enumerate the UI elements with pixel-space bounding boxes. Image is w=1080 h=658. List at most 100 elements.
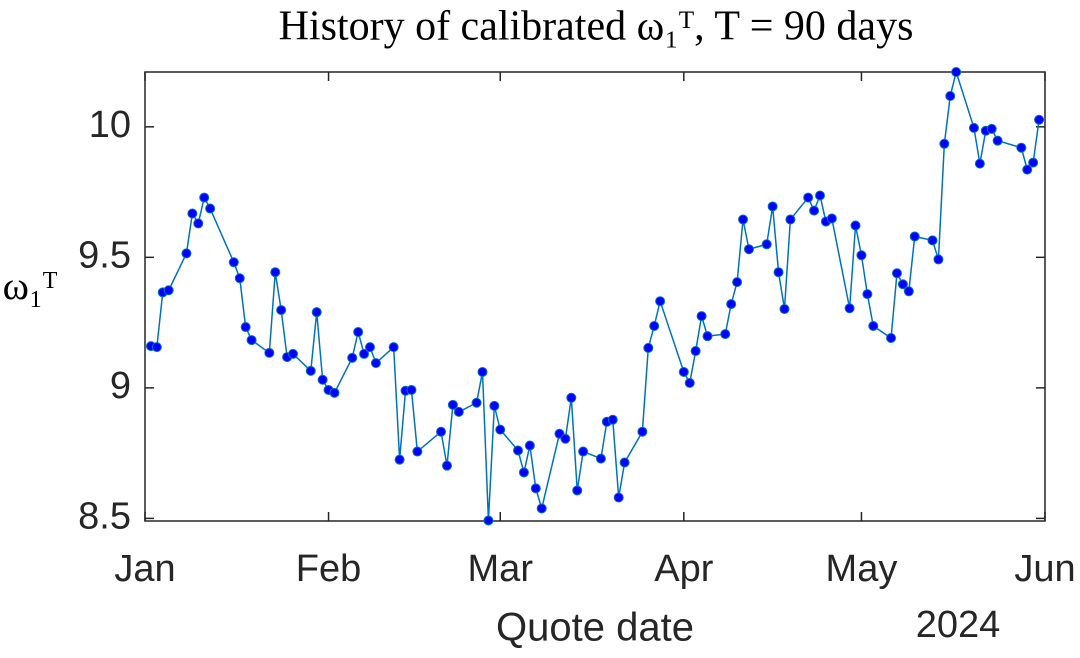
data-point (199, 192, 210, 203)
data-point (453, 406, 464, 417)
data-point (992, 135, 1003, 146)
data-point (151, 342, 162, 353)
y-tick-label: 9.5 (78, 234, 131, 276)
data-point (365, 342, 375, 353)
data-point (181, 248, 192, 259)
data-point (720, 329, 731, 340)
data-point (560, 433, 571, 444)
data-point (317, 374, 328, 385)
data-point (856, 250, 867, 261)
data-point (234, 273, 245, 284)
data-point (815, 190, 825, 201)
data-point (228, 257, 239, 268)
data-point (329, 387, 340, 398)
data-point (436, 426, 447, 437)
data-point (288, 348, 299, 359)
data-point (927, 235, 938, 246)
data-point (607, 414, 618, 425)
x-tick-label: Feb (296, 548, 361, 590)
data-point (767, 201, 778, 212)
data-point (566, 392, 577, 403)
data-point (886, 333, 897, 344)
data-point (394, 454, 405, 465)
data-point (353, 327, 364, 338)
data-point (240, 322, 251, 333)
data-point (951, 67, 962, 77)
data-point (270, 267, 281, 278)
data-point (163, 285, 174, 296)
data-point (897, 279, 908, 290)
data-point (986, 123, 997, 134)
data-point (347, 352, 358, 363)
data-point (643, 342, 654, 353)
data-point (862, 289, 873, 300)
data-point (412, 446, 423, 457)
data-point (477, 366, 488, 377)
data-point (447, 399, 458, 410)
data-point (305, 365, 316, 376)
data-point (702, 331, 713, 342)
data-point (761, 239, 772, 250)
data-point (572, 485, 583, 496)
data-point (193, 218, 204, 229)
data-point (595, 453, 606, 464)
x-axis-label: Quote date (496, 606, 694, 650)
chart-title: History of calibrated ω₁ᵀ, T = 90 days (279, 4, 914, 50)
data-point (678, 366, 689, 377)
data-point (826, 213, 837, 224)
y-axis-label: ω₁ᵀ (3, 263, 58, 308)
data-point (738, 214, 749, 225)
x-tick-label: Jan (114, 548, 175, 590)
x-tick-label: Apr (654, 548, 713, 590)
data-point (578, 446, 589, 457)
x-tick-label: Jun (1014, 548, 1075, 590)
data-point (1022, 164, 1033, 175)
data-point (690, 346, 701, 357)
y-tick-label: 10 (89, 104, 131, 146)
x-tick-label: May (826, 548, 898, 590)
data-point (891, 268, 902, 279)
x-axis-secondary-label: 2024 (916, 604, 1001, 646)
y-tick-label: 8.5 (78, 495, 131, 537)
data-point (649, 320, 660, 331)
data-line (150, 69, 1040, 521)
data-point (495, 424, 506, 435)
data-point (945, 91, 956, 102)
data-point (850, 220, 861, 231)
data-point (359, 348, 370, 359)
data-point (1028, 157, 1039, 168)
data-point (868, 320, 879, 331)
data-point (743, 244, 754, 255)
data-point (619, 457, 630, 468)
data-point (726, 299, 737, 310)
data-point (311, 307, 322, 318)
y-tick-label: 9 (110, 365, 131, 407)
x-tick-label: Mar (468, 548, 534, 590)
data-point (406, 384, 417, 395)
data-point (637, 426, 648, 437)
data-point (974, 158, 985, 169)
data-point (205, 203, 216, 214)
data-point (388, 342, 399, 353)
data-point (844, 303, 855, 314)
data-point (779, 304, 790, 315)
data-point (785, 214, 796, 225)
data-point (773, 267, 784, 278)
data-point (909, 231, 920, 242)
data-point (732, 277, 743, 288)
data-point (968, 122, 979, 133)
data-point (524, 440, 535, 451)
data-point (530, 483, 541, 494)
data-point (933, 254, 944, 265)
data-point (518, 467, 529, 478)
data-point (1034, 114, 1045, 125)
data-point (684, 377, 695, 388)
data-point (696, 311, 707, 322)
data-point (441, 460, 452, 471)
data-point (803, 192, 814, 203)
data-point (246, 335, 257, 346)
plot-box (144, 71, 1046, 522)
data-point (264, 347, 275, 358)
data-point (613, 492, 624, 503)
